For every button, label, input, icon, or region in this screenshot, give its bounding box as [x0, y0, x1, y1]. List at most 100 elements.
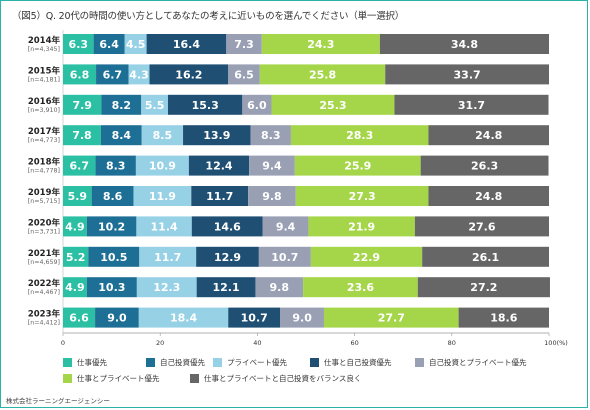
bar-segment [141, 94, 168, 115]
data-label: 10.7 [241, 312, 268, 325]
category-label: 2020年 [28, 217, 61, 228]
data-label: 24.3 [307, 38, 334, 51]
bar-segment [428, 186, 549, 206]
bar-segment [136, 277, 197, 298]
data-label: 6.3 [69, 38, 89, 51]
data-label: 9.4 [276, 220, 296, 233]
data-label: 27.2 [470, 281, 497, 294]
bar-segment [261, 34, 380, 54]
data-label: 9.8 [262, 190, 282, 203]
legend-item: 仕事と自己投資優先 [310, 357, 392, 367]
data-label: 10.7 [271, 251, 298, 264]
legend-swatch [415, 357, 424, 367]
bar-segment [167, 94, 243, 115]
category-label: 2017年 [28, 126, 61, 137]
bar-segment [149, 64, 229, 85]
category-sample-size: [n=4,412] [28, 320, 60, 327]
legend-label: 仕事とプライベートと自己投資をバランス良く [204, 373, 362, 383]
bar-segment [63, 277, 87, 298]
data-label: 11.7 [206, 190, 233, 203]
data-label: 4.9 [65, 281, 85, 294]
bar-segment [323, 307, 459, 328]
data-label: 16.4 [173, 38, 200, 51]
data-label: 25.9 [344, 160, 371, 173]
bar-segment [95, 155, 136, 176]
data-label: 6.7 [103, 68, 123, 81]
bar-segment [100, 125, 142, 146]
bar-segment [255, 277, 304, 298]
data-label: 12.4 [205, 160, 232, 173]
bar-segment [138, 307, 229, 328]
data-label: 11.7 [154, 251, 181, 264]
category-label: 2014年 [28, 35, 61, 46]
data-label: 6.4 [99, 38, 119, 51]
bar-segment [124, 34, 147, 54]
x-tick-label: 80 [448, 339, 456, 347]
legend-label: 仕事と自己投資優先 [324, 357, 392, 367]
legend-swatch [190, 373, 199, 383]
legend-item: 仕事優先 [63, 357, 107, 367]
bar-segment [290, 125, 429, 146]
category-label: 2023年 [28, 309, 61, 320]
bar-segment [141, 125, 184, 146]
bar-segment [394, 94, 549, 115]
data-label: 18.4 [170, 312, 197, 325]
x-tick-label: 40 [253, 339, 261, 347]
bar-segment [259, 64, 386, 85]
bar-segment [63, 34, 94, 54]
data-label: 5.9 [68, 190, 88, 203]
data-label: 10.9 [149, 160, 176, 173]
category-label: 2016年 [28, 96, 61, 107]
data-label: 9.8 [270, 281, 290, 294]
data-label: 9.4 [262, 160, 282, 173]
data-label: 16.2 [175, 68, 202, 81]
category-label: 2015年 [28, 65, 61, 76]
data-label: 18.6 [490, 312, 517, 325]
data-label: 27.3 [349, 190, 376, 203]
legend-swatch [63, 357, 72, 367]
x-tick-label: 60 [350, 339, 358, 347]
data-label: 6.5 [234, 68, 254, 81]
data-label: 9.0 [107, 312, 127, 325]
data-label: 8.5 [153, 129, 173, 142]
bar-segment [303, 277, 418, 298]
data-label: 24.8 [475, 190, 502, 203]
x-tick-label: 0 [61, 339, 65, 347]
data-label: 4.9 [65, 220, 85, 233]
bar-segment [91, 186, 134, 206]
bar-segment [191, 216, 263, 237]
data-label: 8.4 [112, 129, 132, 142]
data-label: 25.3 [319, 99, 346, 112]
data-label: 33.7 [454, 68, 481, 81]
bar-segment [294, 155, 421, 176]
data-label: 4.3 [129, 68, 149, 81]
bar-segment [226, 34, 262, 54]
data-label: 7.3 [234, 38, 254, 51]
category-label: 2021年 [28, 248, 61, 259]
category-sample-size: [n=4,467] [28, 289, 60, 296]
x-tick-label: 100(%) [544, 339, 568, 347]
bar-segment [135, 155, 189, 176]
legend-item: プライベート優先 [213, 357, 287, 367]
data-label: 26.1 [472, 251, 499, 264]
legend-item: 仕事とプライベートと自己投資をバランス良く [190, 373, 361, 383]
bar-segment [188, 155, 250, 176]
legend-item: 仕事とプライベート優先 [63, 373, 160, 383]
x-tick-label: 20 [156, 339, 164, 347]
data-label: 8.6 [103, 190, 123, 203]
data-label: 11.9 [149, 190, 176, 203]
bar-segment [96, 64, 129, 85]
data-label: 34.8 [451, 38, 478, 51]
data-label: 6.7 [70, 160, 90, 173]
bar-segment [63, 186, 92, 206]
bar-segment [139, 246, 197, 267]
bar-segment [101, 94, 142, 115]
category-sample-size: [n=3,731] [28, 228, 60, 235]
data-label: 27.6 [468, 220, 495, 233]
bar-segment [63, 307, 96, 328]
legend-label: 仕事とプライベート優先 [77, 373, 160, 383]
chart-title: （図5）Q. 20代の時間の使い方としてあなたの考えに近いものを選んでください（… [12, 11, 405, 22]
legend-swatch [213, 357, 222, 367]
data-label: 6.0 [247, 99, 267, 112]
